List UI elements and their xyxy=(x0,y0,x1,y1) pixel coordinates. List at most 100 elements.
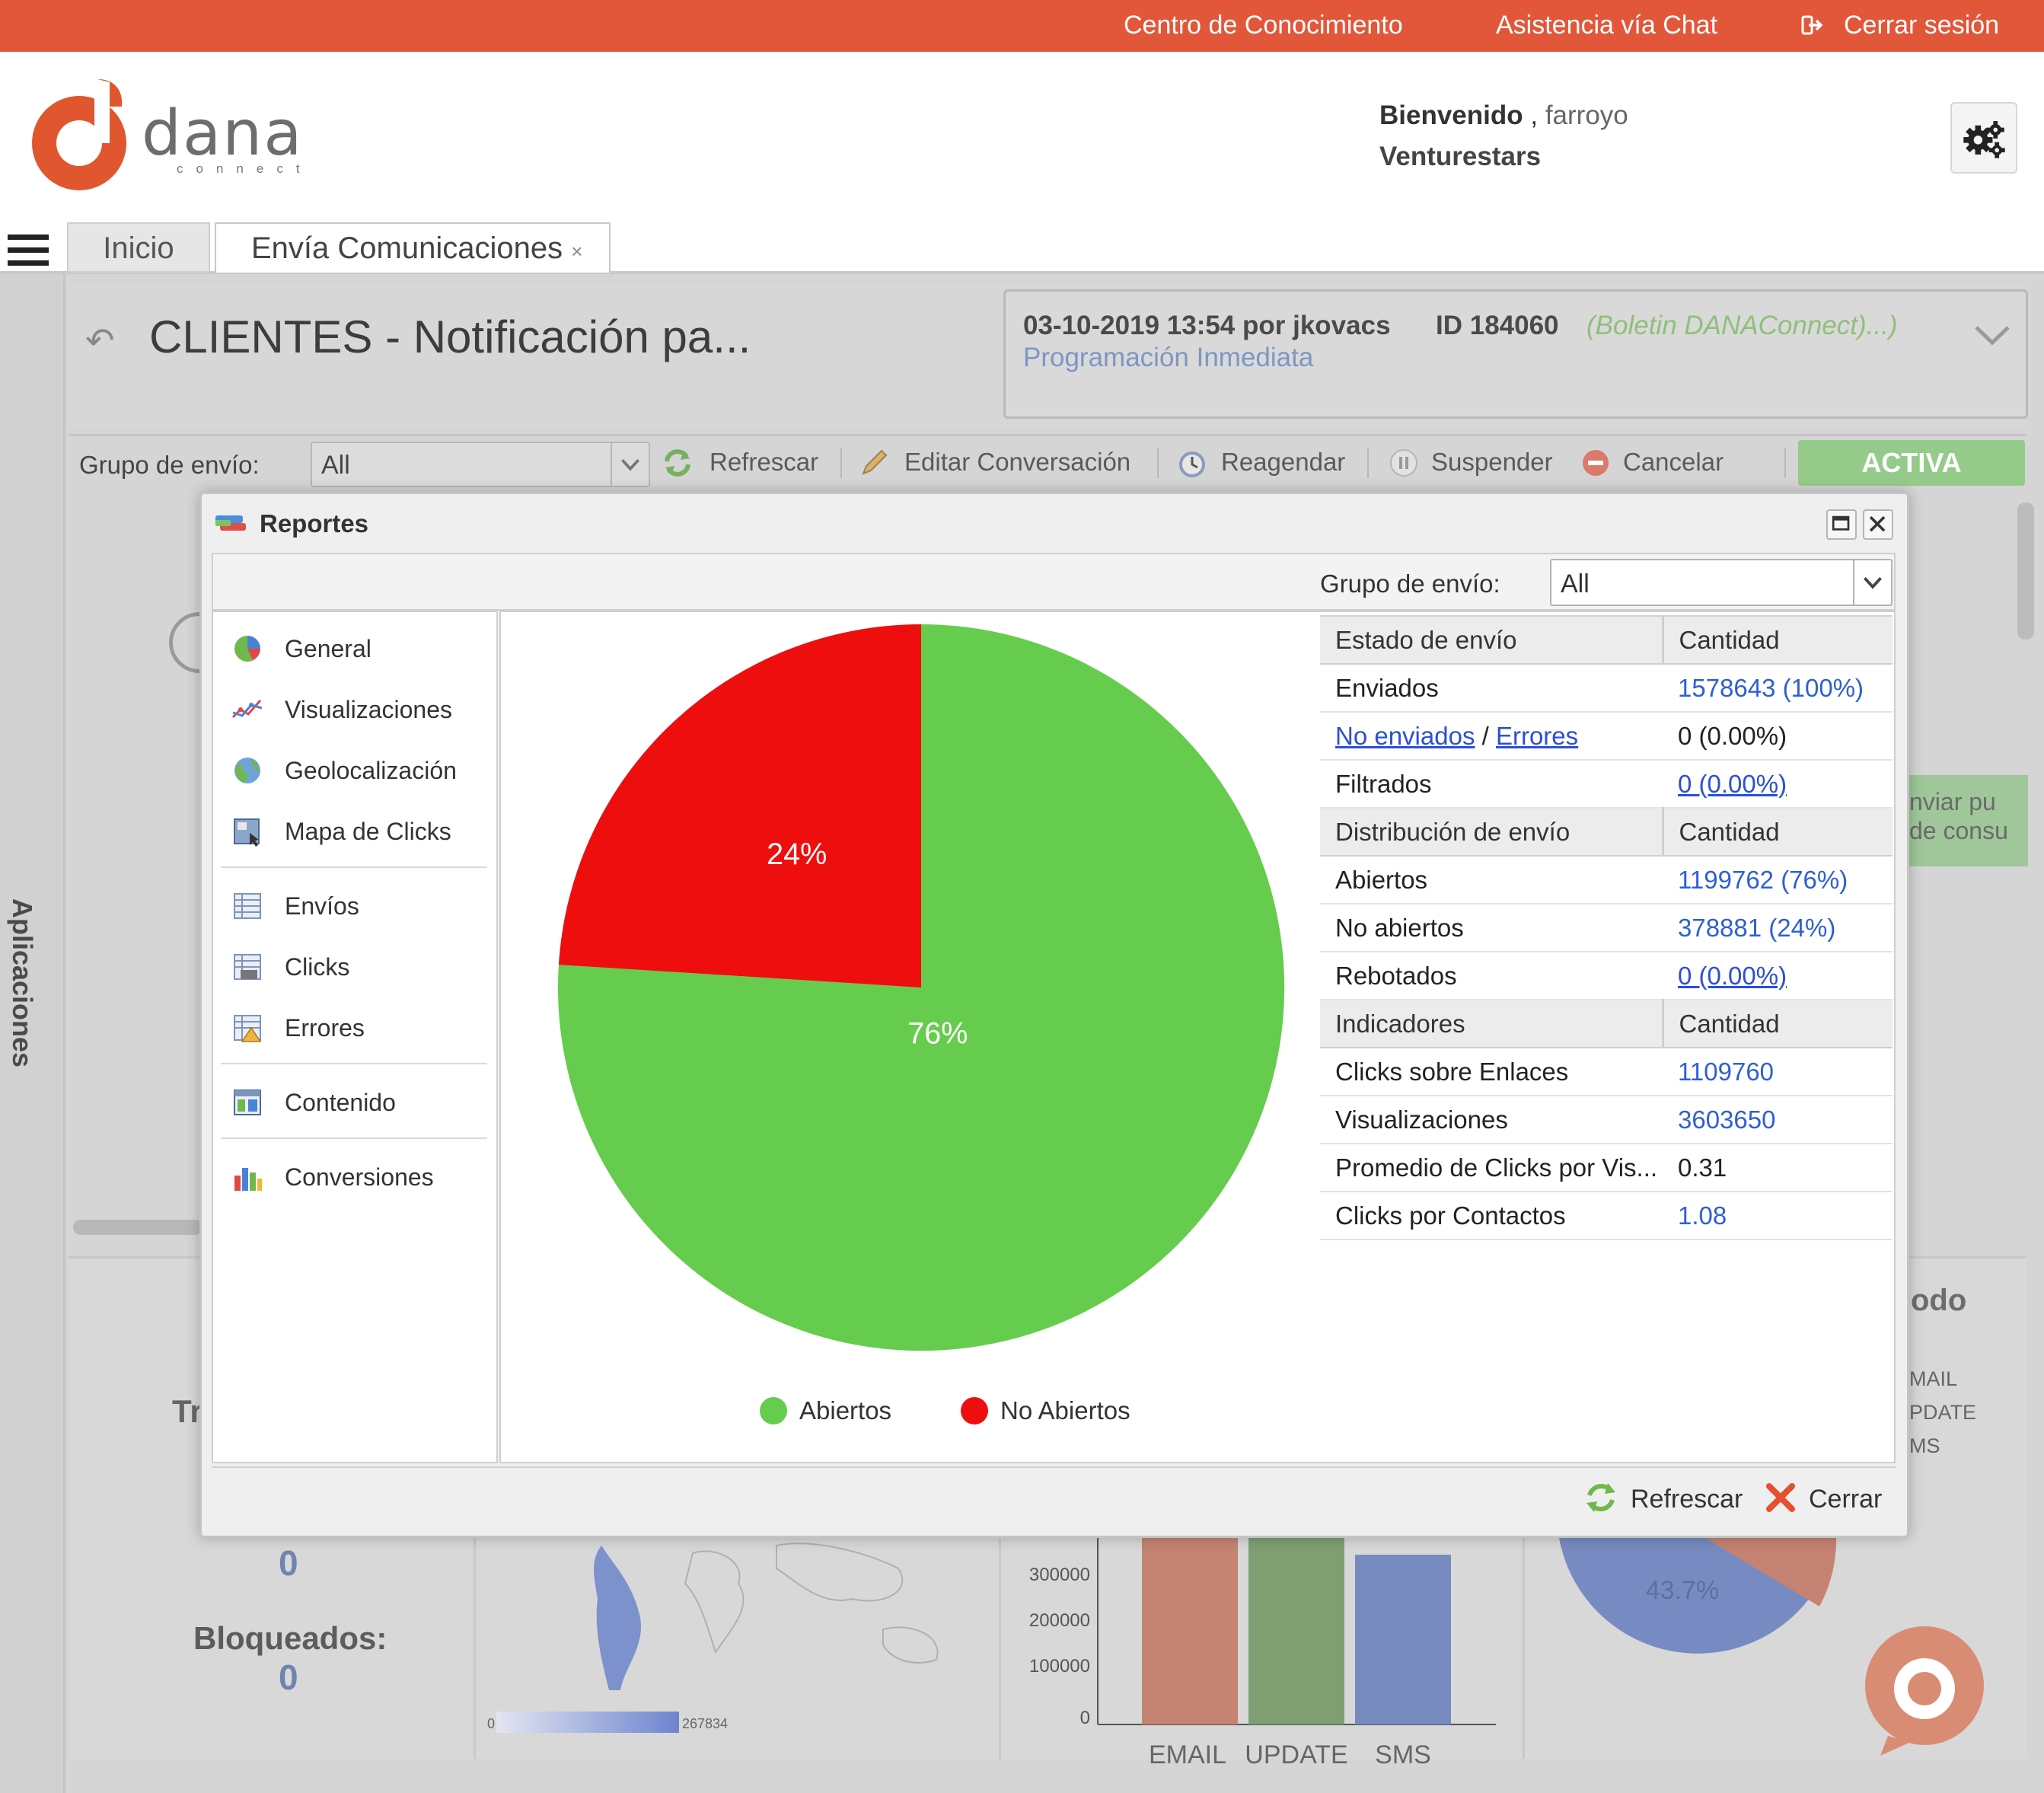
back-arrow-icon[interactable]: ↶ xyxy=(85,321,115,360)
scrollbar-vertical[interactable] xyxy=(2017,502,2034,640)
pause-icon[interactable] xyxy=(1389,448,1419,478)
maximize-button[interactable] xyxy=(1826,509,1857,540)
refresh-icon[interactable] xyxy=(662,448,693,478)
knowledge-center-link[interactable]: Centro de Conocimiento xyxy=(1124,11,1403,40)
pie-slice-no-abiertos[interactable] xyxy=(558,624,922,988)
dana-logo-icon[interactable] xyxy=(24,76,139,198)
suspend-button[interactable]: Suspender xyxy=(1431,448,1553,476)
tab-close-icon[interactable]: × xyxy=(571,240,583,263)
nav-item-contenido[interactable]: Contenido xyxy=(213,1080,495,1125)
close-icon[interactable] xyxy=(1763,1480,1798,1515)
nav-item-conversiones[interactable]: Conversiones xyxy=(213,1154,495,1200)
scrollbar-horizontal[interactable] xyxy=(73,1220,202,1235)
refresh-button[interactable]: Refrescar xyxy=(710,448,819,476)
background-count-1: 0 xyxy=(279,1543,298,1583)
row-label: Clicks sobre Enlaces xyxy=(1320,1048,1663,1096)
bar-tick: 200000 xyxy=(1029,1610,1090,1631)
filtered-link[interactable]: 0 (0.00%) xyxy=(1678,769,1787,798)
column-divider xyxy=(999,1538,1001,1759)
toolbar-separator xyxy=(840,448,842,478)
legend-label: No Abiertos xyxy=(1000,1396,1130,1425)
method-label: odo xyxy=(1911,1284,1967,1317)
report-pie-chart: 76% 24% xyxy=(557,624,1285,1351)
row-value: 1199762 (76%) xyxy=(1663,856,1893,904)
menu-icon[interactable] xyxy=(8,234,49,268)
dialog-footer xyxy=(212,1466,1896,1527)
nav-divider xyxy=(221,866,487,868)
group-label: Grupo de envío: xyxy=(79,451,260,479)
legend-swatch-abiertos xyxy=(760,1397,787,1425)
apps-sidebar-label-wrap: Aplicaciones xyxy=(0,898,46,1096)
nav-item-envios[interactable]: Envíos xyxy=(213,883,495,929)
column-header: Estado de envío xyxy=(1320,615,1664,665)
map-scale-bar xyxy=(496,1712,679,1733)
reports-icon xyxy=(215,515,246,531)
bounced-link[interactable]: 0 (0.00%) xyxy=(1678,961,1787,990)
world-map-icon xyxy=(594,1543,939,1690)
pencil-icon[interactable] xyxy=(859,448,889,478)
tab-envia-comunicaciones[interactable]: Envía Comunicaciones × xyxy=(215,222,611,273)
row-label: Rebotados xyxy=(1320,952,1663,1000)
nav-item-label: General xyxy=(285,635,371,662)
background-green-line-1: nviar pu xyxy=(1909,788,1996,815)
content-icon xyxy=(234,1090,261,1115)
status-badge: ACTIVA xyxy=(1798,440,2025,486)
group-select[interactable]: All xyxy=(311,442,650,487)
nav-item-general[interactable]: General xyxy=(213,626,495,672)
bar-update xyxy=(1248,1538,1344,1724)
footer-close-button[interactable]: Cerrar xyxy=(1809,1485,1883,1514)
row-value: 3603650 xyxy=(1663,1096,1893,1144)
column-header: Distribución de envío xyxy=(1320,807,1664,857)
close-dialog-button[interactable] xyxy=(1863,509,1893,540)
not-sent-link[interactable]: No enviados xyxy=(1335,721,1475,750)
blocked-label: Bloqueados: xyxy=(193,1620,387,1656)
legend-item: MS xyxy=(1909,1434,1940,1457)
chat-support-link[interactable]: Asistencia vía Chat xyxy=(1496,11,1718,40)
logout-link[interactable]: Cerrar sesión xyxy=(1844,11,2000,40)
nav-item-label: Visualizaciones xyxy=(285,696,452,723)
table-row: Visualizaciones 3603650 xyxy=(1320,1096,1893,1144)
edit-conversation-button[interactable]: Editar Conversación xyxy=(904,448,1131,476)
tab-inicio[interactable]: Inicio xyxy=(67,222,210,273)
nav-item-geolocalizacion[interactable]: Geolocalización xyxy=(213,748,495,793)
apps-sidebar-label[interactable]: Aplicaciones xyxy=(7,898,38,1068)
footer-refresh-button[interactable]: Refrescar xyxy=(1631,1485,1743,1514)
settings-button[interactable] xyxy=(1950,102,2017,174)
pie-chart-icon xyxy=(234,636,260,662)
nav-item-clicks[interactable]: Clicks xyxy=(213,944,495,990)
chat-bubble-icon[interactable] xyxy=(1857,1622,1991,1756)
bar-email xyxy=(1142,1538,1238,1724)
close-icon xyxy=(1869,515,1886,532)
communication-info-box[interactable] xyxy=(1003,289,2028,419)
reschedule-button[interactable]: Reagendar xyxy=(1221,448,1346,476)
nav-item-mapa-de-clicks[interactable]: Mapa de Clicks xyxy=(213,809,495,854)
row-label: No abiertos xyxy=(1320,904,1663,952)
column-header: Cantidad xyxy=(1663,807,1893,857)
chevron-down-icon[interactable] xyxy=(1973,323,2011,346)
errors-link[interactable]: Errores xyxy=(1495,721,1579,750)
toolbar-separator xyxy=(1367,448,1369,478)
pie-slice-abiertos[interactable] xyxy=(557,624,1285,1351)
row-label: Promedio de Clicks por Vis... xyxy=(1320,1144,1663,1192)
logout-icon[interactable] xyxy=(1801,14,1824,37)
background-bar-chart: 300000 200000 100000 0 EMAIL UPDATE SMS xyxy=(1029,1538,1496,1769)
table-header-row: Indicadores Cantidad xyxy=(1320,999,1893,1048)
top-bar: Centro de Conocimiento Asistencia vía Ch… xyxy=(0,0,2044,52)
row-label: Visualizaciones xyxy=(1320,1096,1663,1144)
row-label: Clicks por Contactos xyxy=(1320,1192,1663,1240)
dialog-title: Reportes xyxy=(260,509,369,538)
table-row: Clicks por Contactos 1.08 xyxy=(1320,1192,1893,1240)
column-divider xyxy=(474,1538,476,1759)
nav-item-visualizaciones[interactable]: Visualizaciones xyxy=(213,687,495,732)
reports-nav: General Visualizaciones Geolocalización … xyxy=(212,611,498,1463)
alarm-clock-icon[interactable] xyxy=(1177,448,1207,478)
cancel-button[interactable]: Cancelar xyxy=(1623,448,1724,476)
cancel-icon[interactable] xyxy=(1580,448,1611,478)
table-row: No abiertos 378881 (24%) xyxy=(1320,904,1893,952)
table-row: Filtrados 0 (0.00%) xyxy=(1320,760,1893,809)
logo-subtext: connect xyxy=(177,161,313,176)
nav-item-errores[interactable]: Errores xyxy=(213,1005,495,1051)
dialog-group-select[interactable]: All xyxy=(1550,559,1893,606)
apps-sidebar[interactable] xyxy=(0,274,65,1793)
refresh-icon[interactable] xyxy=(1583,1480,1618,1515)
